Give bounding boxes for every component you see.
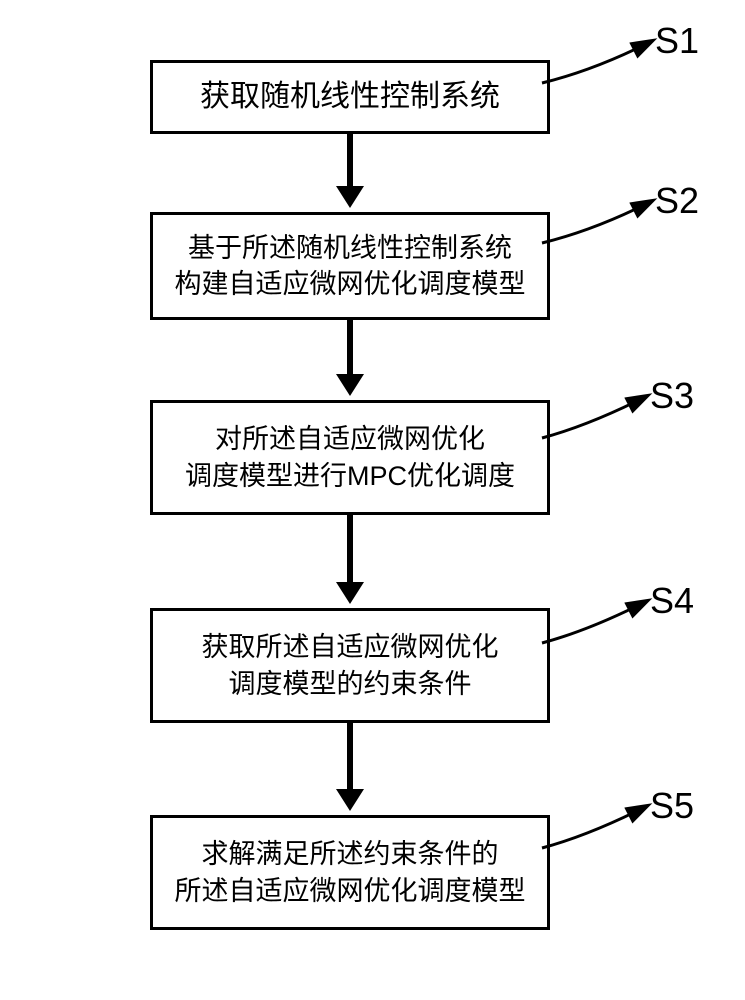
flowchart-container: 获取随机线性控制系统 基于所述随机线性控制系统 构建自适应微网优化调度模型 对所… [90, 60, 650, 960]
step-text-s4-line1: 获取所述自适应微网优化 [202, 632, 499, 662]
connector-arrow-4 [336, 723, 364, 811]
step-text-s5-line2: 所述自适应微网优化调度模型 [175, 876, 526, 906]
step-text-s2-line1: 基于所述随机线性控制系统 [188, 233, 512, 263]
label-arrow-s2 [540, 195, 670, 255]
step-box-s5: 求解满足所述约束条件的 所述自适应微网优化调度模型 [150, 815, 550, 930]
step-text-s3-line1: 对所述自适应微网优化 [215, 424, 485, 454]
connector-arrow-3 [336, 515, 364, 604]
step-box-s2: 基于所述随机线性控制系统 构建自适应微网优化调度模型 [150, 212, 550, 320]
step-text-s5-line1: 求解满足所述约束条件的 [202, 839, 499, 869]
step-text-s2-line2: 构建自适应微网优化调度模型 [175, 269, 526, 299]
connector-arrow-2 [336, 320, 364, 396]
step-text-s1-line1: 获取随机线性控制系统 [200, 80, 500, 113]
step-box-s1: 获取随机线性控制系统 [150, 60, 550, 134]
label-arrow-s3 [540, 390, 665, 450]
connector-arrow-1 [336, 134, 364, 208]
label-arrow-s4 [540, 595, 665, 655]
step-box-s3: 对所述自适应微网优化 调度模型进行MPC优化调度 [150, 400, 550, 515]
label-arrow-s1 [540, 35, 670, 95]
step-text-s3-line2: 调度模型进行MPC优化调度 [185, 461, 515, 491]
label-arrow-s5 [540, 800, 665, 860]
step-box-s4: 获取所述自适应微网优化 调度模型的约束条件 [150, 608, 550, 723]
step-text-s4-line2: 调度模型的约束条件 [229, 669, 472, 699]
